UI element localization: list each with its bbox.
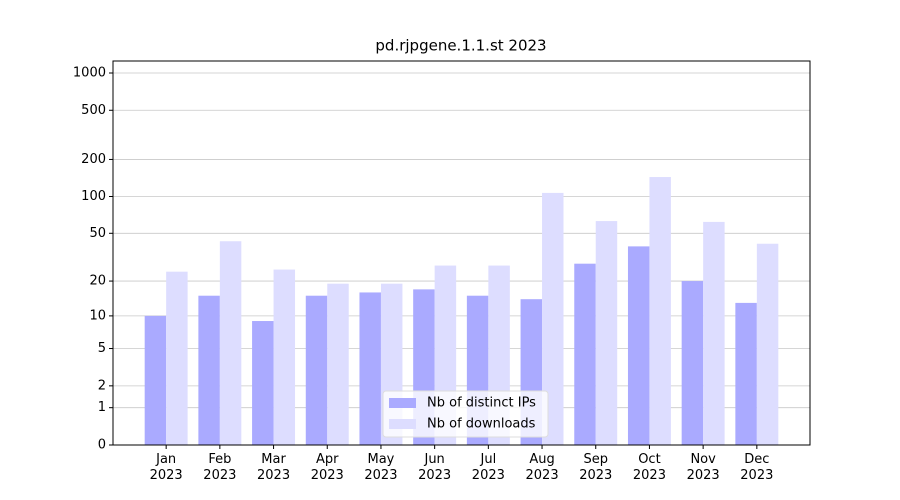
y-tick-label: 10 <box>89 308 106 323</box>
x-tick-label: Jan 2023 <box>149 452 183 483</box>
bar <box>273 269 296 445</box>
bar <box>198 295 220 445</box>
legend-label: Nb of downloads <box>427 417 536 432</box>
chart-title: pd.rjpgene.1.1.st 2023 <box>375 37 546 55</box>
y-tick-label: 1 <box>98 400 106 415</box>
y-tick-label: 500 <box>81 103 106 118</box>
bar <box>627 246 650 445</box>
bar <box>756 243 779 445</box>
bar <box>681 281 704 445</box>
y-tick-label: 20 <box>89 274 106 289</box>
y-tick-label: 50 <box>89 226 106 241</box>
x-tick-label: Sep 2023 <box>579 452 613 483</box>
legend-label: Nb of distinct IPs <box>427 396 536 411</box>
x-tick-label: May 2023 <box>364 452 398 483</box>
bar <box>703 221 725 445</box>
y-tick-label: 2 <box>98 378 106 393</box>
x-tick-label: Jul 2023 <box>471 452 505 483</box>
bar <box>595 221 618 445</box>
bar <box>219 241 242 445</box>
bar <box>166 271 188 445</box>
legend: Nb of distinct IPs Nb of downloads <box>382 390 549 438</box>
bar <box>735 302 757 445</box>
x-tick-label: Feb 2023 <box>203 452 237 483</box>
bar <box>327 283 349 445</box>
legend-swatch <box>389 419 416 429</box>
bar <box>252 321 274 445</box>
bar <box>649 177 671 445</box>
y-tick-label: 1000 <box>73 66 106 81</box>
x-tick-label: Oct 2023 <box>632 452 666 483</box>
x-tick-label: Nov 2023 <box>686 452 720 483</box>
x-tick-label: Mar 2023 <box>257 452 291 483</box>
legend-box <box>382 390 549 438</box>
y-tick-label: 200 <box>81 152 106 167</box>
bar <box>359 292 381 445</box>
x-tick-label: Dec 2023 <box>740 452 774 483</box>
bar <box>574 263 596 445</box>
x-tick-label: Jun 2023 <box>418 452 452 483</box>
y-tick-label: 100 <box>81 189 106 204</box>
bar <box>144 315 167 445</box>
bar <box>305 295 328 445</box>
x-tick-label: Aug 2023 <box>525 452 559 483</box>
bar <box>542 192 564 445</box>
plot-frame <box>112 60 811 446</box>
y-tick-label: 5 <box>98 341 106 356</box>
y-tick-label: 0 <box>98 438 106 453</box>
legend-swatch <box>389 398 416 408</box>
x-tick-label: Apr 2023 <box>310 452 344 483</box>
